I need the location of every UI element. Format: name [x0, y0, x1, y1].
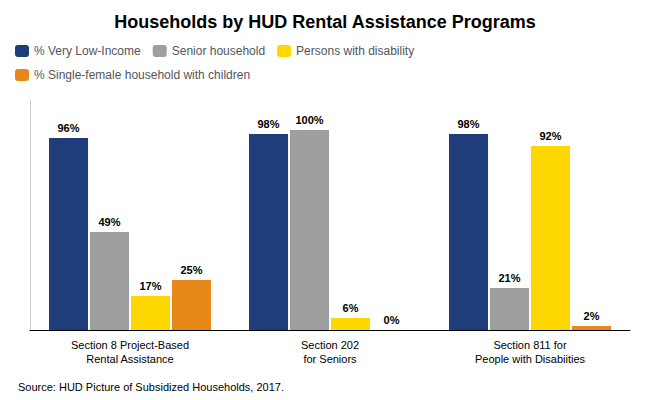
svg-text:96%: 96% — [58, 122, 80, 134]
svg-text:98%: 98% — [458, 118, 480, 130]
svg-text:100%: 100% — [295, 114, 323, 126]
svg-text:6%: 6% — [343, 302, 359, 314]
svg-text:Source: HUD Picture of Subsidi: Source: HUD Picture of Subsidized Househ… — [18, 381, 284, 393]
svg-text:People with Disabiities: People with Disabiities — [475, 353, 586, 365]
svg-text:Rental Assistance: Rental Assistance — [86, 353, 173, 365]
svg-text:17%: 17% — [139, 280, 161, 292]
svg-text:25%: 25% — [180, 264, 202, 276]
svg-text:Senior household: Senior household — [172, 44, 265, 58]
svg-text:% Very Low-Income: % Very Low-Income — [34, 44, 141, 58]
svg-text:Persons with disability: Persons with disability — [296, 44, 414, 58]
svg-text:21%: 21% — [498, 272, 520, 284]
svg-text:2%: 2% — [584, 310, 600, 322]
svg-text:Section 8 Project-Based: Section 8 Project-Based — [71, 339, 189, 351]
svg-text:% Single-female household with: % Single-female household with children — [34, 68, 250, 82]
svg-text:0%: 0% — [384, 314, 400, 326]
svg-text:Households by HUD Rental Assis: Households by HUD Rental Assistance Prog… — [114, 12, 535, 32]
svg-text:for Seniors: for Seniors — [303, 353, 357, 365]
svg-text:98%: 98% — [258, 118, 280, 130]
svg-text:49%: 49% — [98, 216, 120, 228]
svg-text:Section 202: Section 202 — [301, 339, 359, 351]
svg-text:Section 811 for: Section 811 for — [493, 339, 567, 351]
svg-text:92%: 92% — [539, 130, 561, 142]
